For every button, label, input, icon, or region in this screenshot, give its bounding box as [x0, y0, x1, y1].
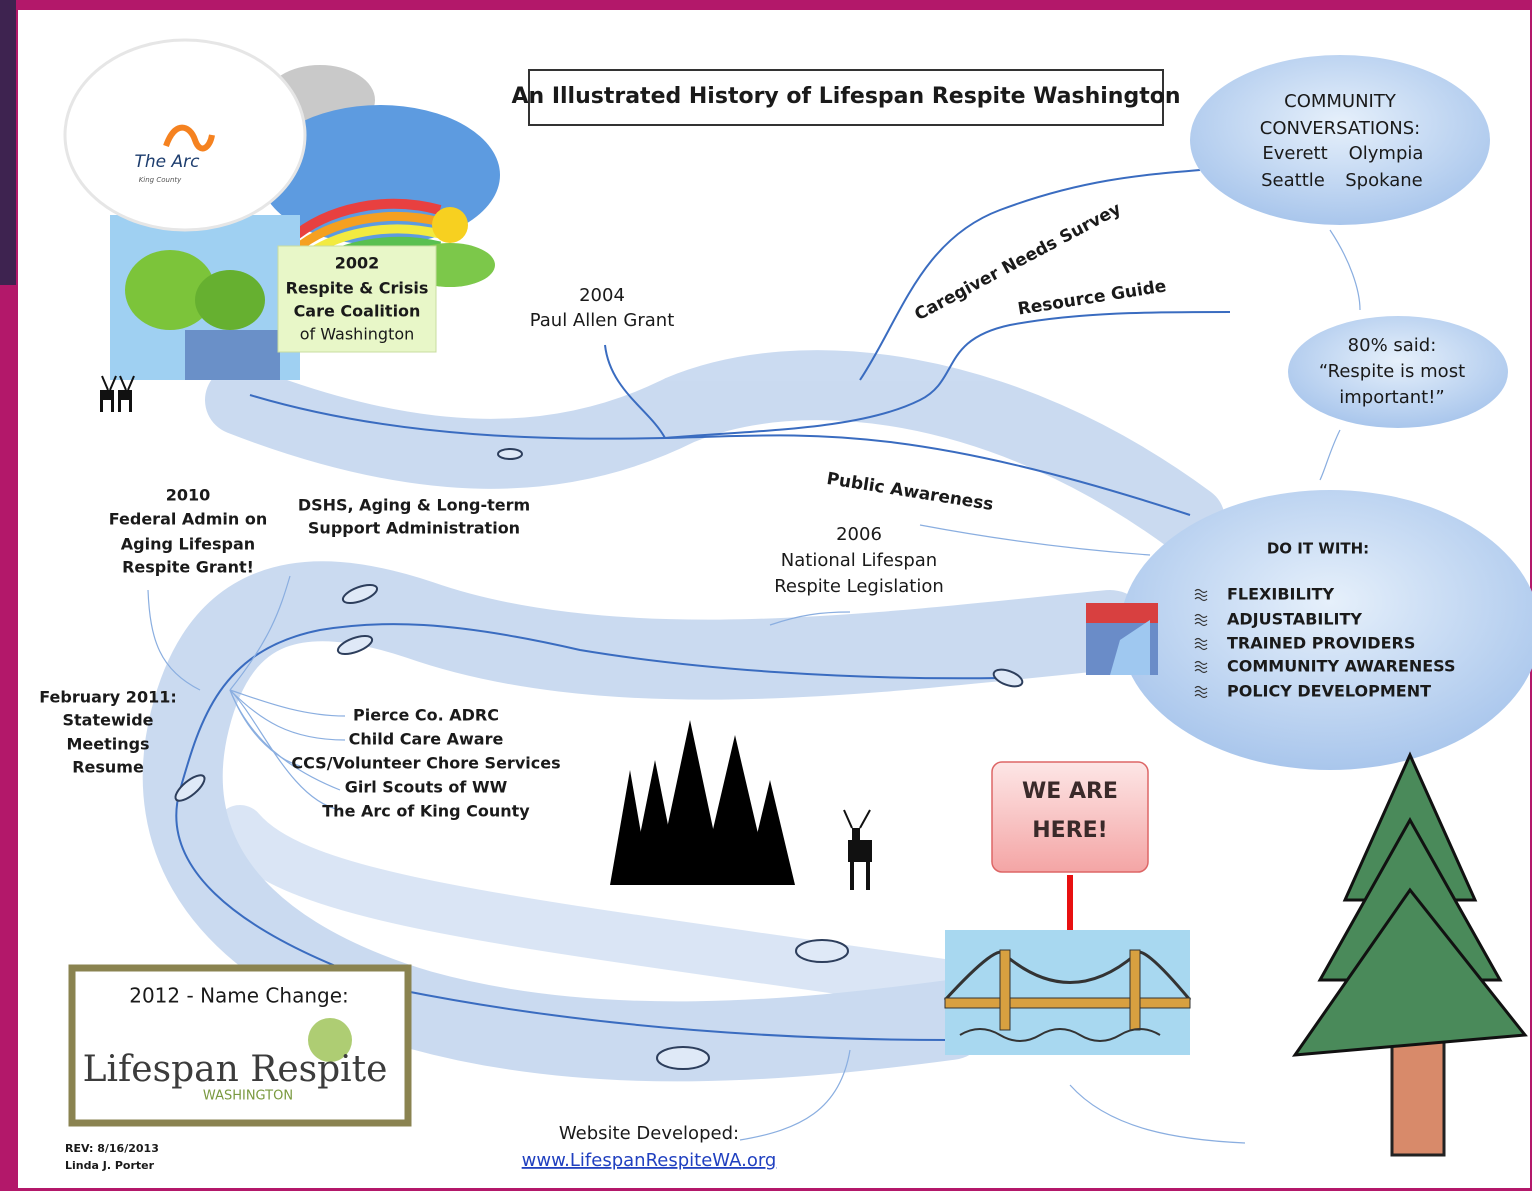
event-text: National Lifespan	[781, 550, 937, 571]
list-item: POLICY DEVELOPMENT	[1227, 682, 1431, 701]
illustration: The Arc King County An Illustrated Histo…	[0, 0, 1532, 1191]
list-item: COMMUNITY AWARENESS	[1227, 657, 1455, 676]
bubble	[1120, 490, 1532, 770]
list-item: TRAINED PROVIDERS	[1227, 634, 1415, 653]
event-text: of Washington	[300, 325, 415, 344]
partner: Pierce Co. ADRC	[353, 706, 499, 725]
bubble-heading: CONVERSATIONS:	[1260, 118, 1421, 139]
footer-text: Linda J. Porter	[65, 1159, 155, 1172]
event-text: Aging Lifespan	[121, 535, 255, 554]
event-text: DSHS, Aging & Long-term	[298, 496, 530, 515]
city: Seattle	[1261, 170, 1325, 191]
bubble-heading: COMMUNITY	[1284, 91, 1397, 112]
website-link[interactable]: www.LifespanRespiteWA.org	[522, 1150, 777, 1171]
logo-subtitle: WASHINGTON	[203, 1089, 293, 1104]
city: Olympia	[1349, 143, 1424, 164]
title: An Illustrated History of Lifespan Respi…	[511, 84, 1180, 109]
quote-text: “Respite is most	[1319, 361, 1465, 382]
city: Spokane	[1345, 170, 1422, 191]
logo-text: The Arc	[135, 152, 201, 172]
city: Everett	[1262, 143, 1327, 164]
event-text: 2012 - Name Change:	[129, 984, 349, 1008]
logo-text: Lifespan Respite	[83, 1049, 388, 1090]
event-text: Care Coalition	[294, 302, 421, 321]
partner: Child Care Aware	[349, 730, 504, 749]
event-text: Respite Grant!	[122, 558, 254, 577]
event-text: February 2011:	[39, 688, 176, 707]
event-text: Website Developed:	[559, 1123, 739, 1144]
event-text: Meetings	[66, 735, 149, 754]
event-year: 2004	[579, 285, 625, 306]
event-text: Respite Legislation	[774, 576, 944, 597]
quote-text: 80% said:	[1348, 335, 1437, 356]
event-text: Federal Admin on	[109, 510, 268, 529]
logo-subtitle: King County	[139, 176, 182, 184]
footer-text: REV: 8/16/2013	[65, 1142, 159, 1155]
list-item: ADJUSTABILITY	[1227, 610, 1362, 629]
bridge-image	[945, 930, 1190, 1055]
partner: CCS/Volunteer Chore Services	[291, 754, 560, 773]
event-text: Respite & Crisis	[286, 279, 429, 298]
callout-text: WE ARE	[1022, 779, 1118, 804]
event-year: 2006	[836, 524, 882, 545]
list-heading: DO IT WITH:	[1267, 540, 1369, 558]
frame-accent	[0, 0, 16, 285]
event-text: Statewide	[62, 711, 153, 730]
partner: Girl Scouts of WW	[345, 778, 508, 797]
quote-text: important!”	[1339, 387, 1444, 408]
event-text: Support Administration	[308, 519, 520, 538]
bubble	[1190, 55, 1490, 225]
list-item: FLEXIBILITY	[1227, 585, 1335, 604]
callout-text: HERE!	[1032, 818, 1107, 843]
partner: The Arc of King County	[322, 802, 530, 821]
event-text: Resume	[72, 758, 144, 777]
event-text: Paul Allen Grant	[530, 310, 675, 331]
event-year: 2002	[335, 254, 380, 273]
event-year: 2010	[166, 486, 211, 505]
